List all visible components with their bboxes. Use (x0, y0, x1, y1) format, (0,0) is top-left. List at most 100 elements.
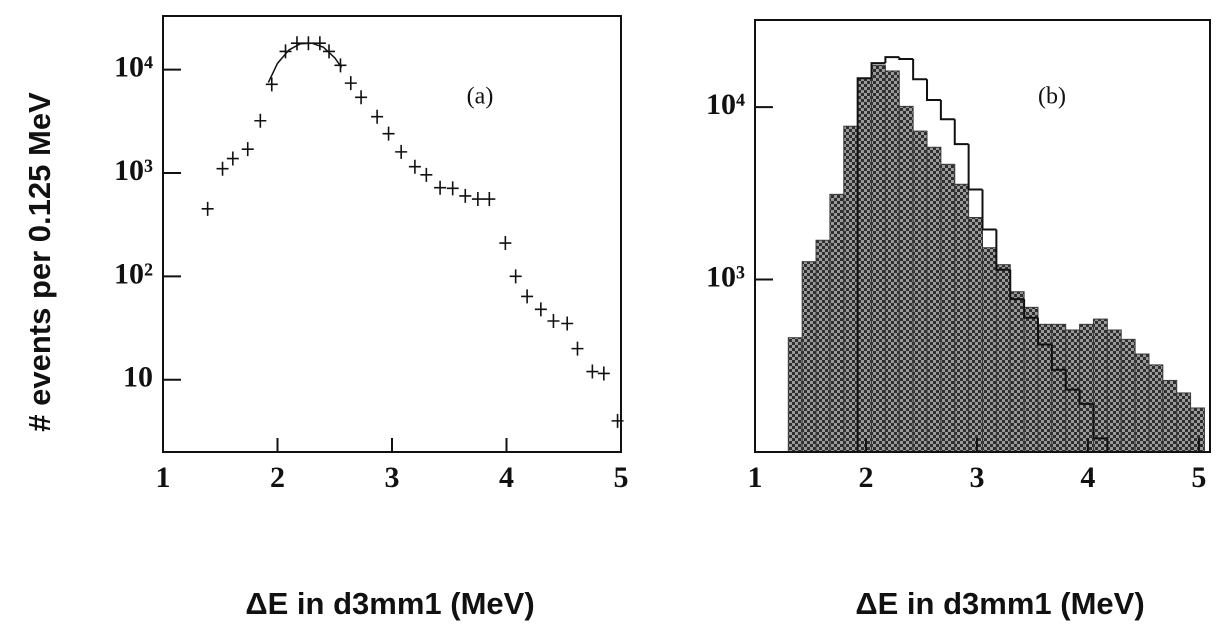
histogram-bar (1092, 318, 1108, 453)
x-tick-label: 5 (614, 461, 629, 494)
data-point (420, 167, 433, 182)
x-tick-label: 2 (270, 461, 285, 494)
histogram-step (898, 57, 914, 61)
histogram-bar (787, 337, 803, 453)
x-tick-label: 1 (156, 461, 171, 494)
histogram-step (912, 59, 928, 81)
histogram-bar (926, 146, 942, 453)
histogram-bar (954, 183, 970, 453)
data-point (408, 159, 421, 174)
histogram-step (884, 56, 900, 64)
data-point (254, 113, 267, 128)
x-tick-label: 1 (748, 461, 763, 494)
x-tick-label: 3 (385, 461, 400, 494)
data-point (279, 44, 292, 59)
data-point (534, 302, 547, 317)
histogram-step (1036, 317, 1052, 346)
histogram-bar (1106, 329, 1122, 453)
data-point (571, 341, 584, 356)
data-point (446, 181, 459, 196)
panel-label: (b) (1038, 84, 1066, 110)
histogram-step (981, 189, 997, 231)
y-tick-label: 10² (114, 257, 153, 290)
data-point (355, 90, 368, 105)
x-axis-label: ΔE in d3mm1 (MeV) (245, 586, 534, 621)
histogram-bar (1009, 291, 1025, 453)
x-axis-label: ΔE in d3mm1 (MeV) (855, 586, 1144, 621)
histogram-bar (801, 261, 817, 453)
y-tick-label: 10⁴ (706, 88, 745, 121)
histogram-step (1078, 389, 1094, 405)
panel: 1 2 3 4 5 10 10² 10³ 10⁴ (a) ΔE in d3mm1 (MeV) (114, 15, 629, 621)
histogram-step (870, 62, 886, 79)
fit-curve (267, 42, 343, 83)
x-tick-label: 2 (858, 461, 873, 494)
y-tick-label: 10⁴ (114, 50, 153, 83)
histogram-bar (995, 264, 1011, 453)
x-tick-label: 4 (499, 461, 514, 494)
histogram-bar (857, 77, 873, 453)
data-point (323, 44, 336, 59)
data-point (459, 188, 472, 203)
histogram-step (856, 77, 872, 452)
histogram-bar (829, 193, 845, 453)
histogram-bar (1065, 329, 1081, 453)
data-point (216, 161, 229, 176)
data-point (382, 126, 395, 141)
data-point (509, 269, 522, 284)
histogram-bar (843, 125, 859, 453)
data-point (499, 236, 512, 251)
data-point (561, 316, 574, 331)
data-point (313, 36, 326, 51)
histogram-bar (912, 130, 928, 453)
histogram-bar (1023, 306, 1039, 453)
plot-frame (754, 19, 1211, 453)
data-point (483, 192, 496, 207)
data-point (371, 109, 384, 124)
histogram-bar (871, 64, 886, 453)
data-point (521, 289, 534, 304)
x-tick-label: 3 (969, 461, 984, 494)
data-point (201, 201, 214, 216)
data-point (597, 366, 610, 381)
histogram-bar (1176, 392, 1192, 453)
histogram-bar (1190, 407, 1205, 453)
histogram-step (995, 229, 1011, 271)
data-point (265, 77, 278, 92)
histogram-bar (1079, 323, 1094, 453)
histogram-bar (1037, 323, 1053, 453)
histogram-step (1092, 403, 1109, 452)
data-point (226, 151, 239, 166)
histogram-bar (1134, 353, 1150, 453)
histogram-bar (815, 239, 831, 453)
data-point (241, 142, 254, 157)
histogram-step (1023, 299, 1038, 319)
data-point (395, 144, 408, 159)
histogram-bar (884, 70, 900, 453)
y-axis-label: # events per 0.125 MeV (22, 92, 57, 432)
histogram-step (953, 119, 969, 146)
panel-label: (a) (467, 84, 494, 110)
data-point (547, 314, 560, 329)
histogram-step (967, 144, 983, 191)
y-tick-label: 10³ (706, 260, 745, 293)
histogram-step (1064, 369, 1080, 391)
histogram-step (1009, 269, 1025, 301)
data-point (471, 192, 484, 207)
histogram-bar (1051, 323, 1067, 453)
plot-frame (162, 15, 622, 453)
histogram-bar (1148, 364, 1164, 453)
histogram-step (1050, 344, 1066, 371)
y-tick-label: 10³ (114, 154, 153, 187)
histogram-bar (940, 163, 956, 453)
histogram-bar (1120, 338, 1136, 453)
histogram-bar (982, 247, 997, 453)
histogram-step (926, 79, 941, 101)
histogram-step (939, 99, 955, 121)
histogram-bar (968, 217, 984, 453)
histogram-bar (1162, 379, 1178, 453)
panel: 1 2 3 4 5 10³ 10⁴ (b) ΔE in d3mm1 (MeV) (706, 19, 1211, 621)
histogram-bar (898, 105, 914, 453)
x-tick-label: 5 (1191, 461, 1206, 494)
